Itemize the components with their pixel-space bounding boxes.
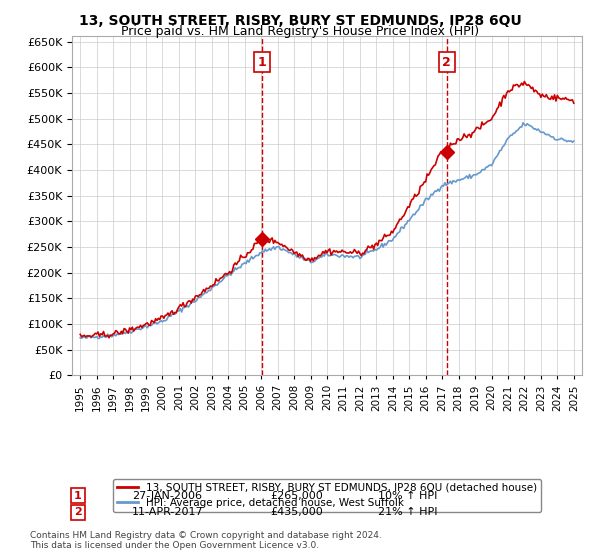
Text: 1: 1 (258, 55, 267, 68)
Text: 10% ↑ HPI: 10% ↑ HPI (378, 491, 437, 501)
Text: 1: 1 (74, 491, 82, 501)
Text: Contains HM Land Registry data © Crown copyright and database right 2024.
This d: Contains HM Land Registry data © Crown c… (30, 530, 382, 550)
Text: £265,000: £265,000 (270, 491, 323, 501)
Legend: 13, SOUTH STREET, RISBY, BURY ST EDMUNDS, IP28 6QU (detached house), HPI: Averag: 13, SOUTH STREET, RISBY, BURY ST EDMUNDS… (113, 479, 541, 512)
Text: 21% ↑ HPI: 21% ↑ HPI (378, 507, 437, 517)
Text: 11-APR-2017: 11-APR-2017 (132, 507, 203, 517)
Text: 2: 2 (442, 55, 451, 68)
Text: Price paid vs. HM Land Registry's House Price Index (HPI): Price paid vs. HM Land Registry's House … (121, 25, 479, 38)
Text: 27-JAN-2006: 27-JAN-2006 (132, 491, 202, 501)
Text: 13, SOUTH STREET, RISBY, BURY ST EDMUNDS, IP28 6QU: 13, SOUTH STREET, RISBY, BURY ST EDMUNDS… (79, 14, 521, 28)
Text: £435,000: £435,000 (270, 507, 323, 517)
Text: 2: 2 (74, 507, 82, 517)
